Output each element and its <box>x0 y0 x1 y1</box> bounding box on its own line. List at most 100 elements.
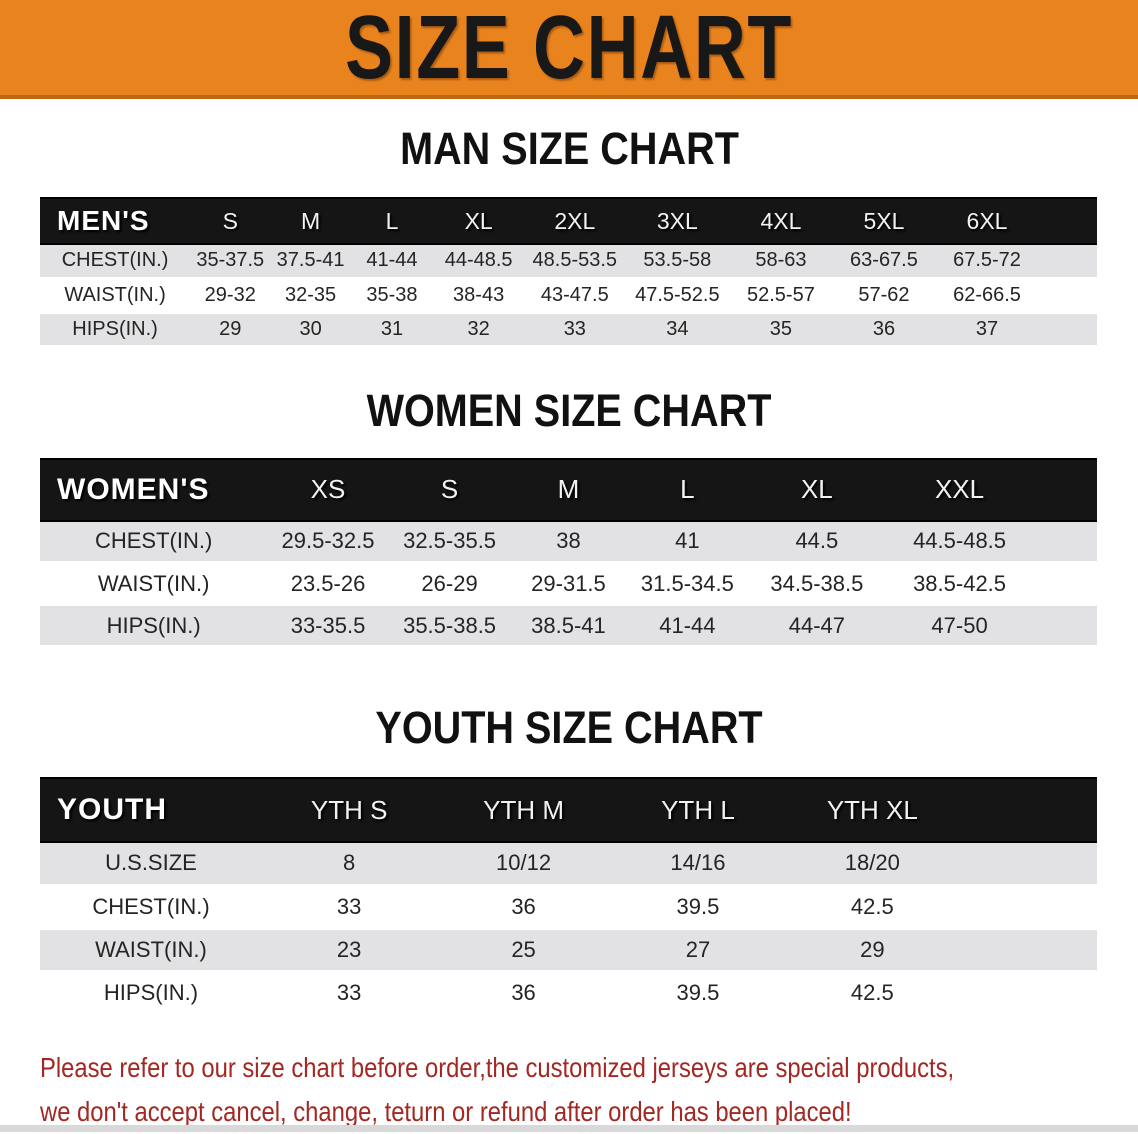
womens-chest-row: CHEST(IN.) 29.5-32.5 32.5-35.5 38 41 44.… <box>40 520 1097 564</box>
size-cell-spacer <box>959 885 1097 930</box>
youth-col-m: YTH M <box>436 777 611 843</box>
size-cell: 41-44 <box>626 604 749 648</box>
size-cell: 58-63 <box>729 244 833 280</box>
row-label: WAIST(IN.) <box>40 562 268 606</box>
size-cell: 37 <box>935 312 1039 348</box>
size-cell-spacer <box>1038 312 1097 348</box>
disclaimer: Please refer to our size chart before or… <box>40 1046 1138 1134</box>
size-cell: 31.5-34.5 <box>626 562 749 606</box>
womens-waist-row: WAIST(IN.) 23.5-26 26-29 29-31.5 31.5-34… <box>40 562 1097 606</box>
size-cell: 30 <box>270 312 351 348</box>
size-cell: 38 <box>510 520 627 564</box>
youth-chest-row: CHEST(IN.) 33 36 39.5 42.5 <box>40 885 1097 930</box>
size-cell: 48.5-53.5 <box>524 244 626 280</box>
youth-section-heading-text: YOUTH SIZE CHART <box>375 701 763 753</box>
size-cell: 38.5-42.5 <box>885 562 1034 606</box>
row-label: HIPS(IN.) <box>40 604 268 648</box>
disclaimer-line-1: Please refer to our size chart before or… <box>40 1051 955 1083</box>
row-label: CHEST(IN.) <box>40 885 262 930</box>
bottom-edge-strip <box>0 1125 1138 1132</box>
size-cell: 14/16 <box>610 842 786 887</box>
youth-col-l: YTH L <box>610 777 786 843</box>
mens-col-5xl: 5XL <box>832 197 936 245</box>
size-cell: 32 <box>433 312 525 348</box>
size-cell: 29-32 <box>190 278 271 314</box>
women-section-heading-text: WOMEN SIZE CHART <box>366 385 772 436</box>
mens-hips-row: HIPS(IN.) 29 30 31 32 33 34 35 36 37 <box>40 312 1097 348</box>
size-cell: 44-47 <box>748 604 886 648</box>
size-cell: 10/12 <box>436 842 611 887</box>
size-cell: 29 <box>190 312 271 348</box>
size-cell: 34 <box>625 312 730 348</box>
disclaimer-line-2: we don't accept cancel, change, teturn o… <box>40 1095 852 1127</box>
size-cell: 29.5-32.5 <box>267 520 389 564</box>
mens-col-s: S <box>190 197 271 245</box>
size-cell: 37.5-41 <box>270 244 351 280</box>
size-cell-spacer <box>959 928 1097 973</box>
womens-col-xl: XL <box>748 457 886 522</box>
row-label: WAIST(IN.) <box>40 928 262 973</box>
size-cell: 41 <box>626 520 749 564</box>
womens-col-xxl: XXL <box>885 457 1034 522</box>
mens-col-m: M <box>270 197 351 245</box>
man-section-heading-text: MAN SIZE CHART <box>399 122 739 174</box>
size-cell: 8 <box>261 842 437 887</box>
youth-col-s: YTH S <box>261 777 437 843</box>
size-cell: 38.5-41 <box>510 604 627 648</box>
row-label: WAIST(IN.) <box>40 278 191 314</box>
youth-col-spacer <box>959 777 1097 843</box>
size-cell: 33 <box>524 312 626 348</box>
mens-chest-row: CHEST(IN.) 35-37.5 37.5-41 41-44 44-48.5… <box>40 244 1097 280</box>
size-cell: 35 <box>729 312 833 348</box>
size-cell: 18/20 <box>785 842 960 887</box>
size-cell: 27 <box>610 928 786 973</box>
size-cell-spacer <box>1038 278 1097 314</box>
row-label: U.S.SIZE <box>40 842 262 887</box>
size-cell-spacer <box>1033 520 1097 564</box>
size-cell-spacer <box>959 971 1097 1016</box>
womens-col-l: L <box>626 457 749 522</box>
size-cell: 53.5-58 <box>625 244 730 280</box>
size-cell: 41-44 <box>350 244 434 280</box>
size-cell: 52.5-57 <box>729 278 833 314</box>
size-cell: 23 <box>261 928 437 973</box>
mens-col-4xl: 4XL <box>729 197 833 245</box>
womens-header-row: WOMEN'S XS S M L XL XXL <box>40 457 1097 522</box>
size-cell: 63-67.5 <box>832 244 936 280</box>
youth-hips-row: HIPS(IN.) 33 36 39.5 42.5 <box>40 971 1097 1016</box>
banner-title: SIZE CHART <box>345 0 793 98</box>
size-cell: 43-47.5 <box>524 278 626 314</box>
size-cell: 38-43 <box>433 278 525 314</box>
size-cell: 36 <box>436 971 611 1016</box>
size-cell-spacer <box>1038 244 1097 280</box>
youth-header-label: YOUTH <box>40 777 262 843</box>
size-cell: 36 <box>832 312 936 348</box>
size-cell: 26-29 <box>388 562 511 606</box>
size-cell: 44.5-48.5 <box>885 520 1034 564</box>
size-cell: 31 <box>350 312 434 348</box>
mens-col-l: L <box>350 197 434 245</box>
size-cell: 33 <box>261 885 437 930</box>
mens-col-spacer <box>1038 197 1097 245</box>
youth-header-row: YOUTH YTH S YTH M YTH L YTH XL <box>40 777 1097 843</box>
size-cell: 39.5 <box>610 885 786 930</box>
size-cell: 32.5-35.5 <box>388 520 511 564</box>
mens-col-xl: XL <box>433 197 525 245</box>
size-cell-spacer <box>959 842 1097 887</box>
row-label: HIPS(IN.) <box>40 971 262 1016</box>
size-cell: 47.5-52.5 <box>625 278 730 314</box>
size-cell: 35.5-38.5 <box>388 604 511 648</box>
size-cell-spacer <box>1033 604 1097 648</box>
mens-col-3xl: 3XL <box>625 197 730 245</box>
row-label: HIPS(IN.) <box>40 312 191 348</box>
youth-col-xl: YTH XL <box>785 777 960 843</box>
size-cell-spacer <box>1033 562 1097 606</box>
size-cell: 33-35.5 <box>267 604 389 648</box>
youth-section-heading: YOUTH SIZE CHART <box>0 703 1138 751</box>
mens-header-label: MEN'S <box>40 197 191 245</box>
womens-col-m: M <box>510 457 627 522</box>
youth-ussize-row: U.S.SIZE 8 10/12 14/16 18/20 <box>40 842 1097 887</box>
size-cell: 29 <box>785 928 960 973</box>
size-cell: 39.5 <box>610 971 786 1016</box>
womens-header-label: WOMEN'S <box>40 457 268 522</box>
